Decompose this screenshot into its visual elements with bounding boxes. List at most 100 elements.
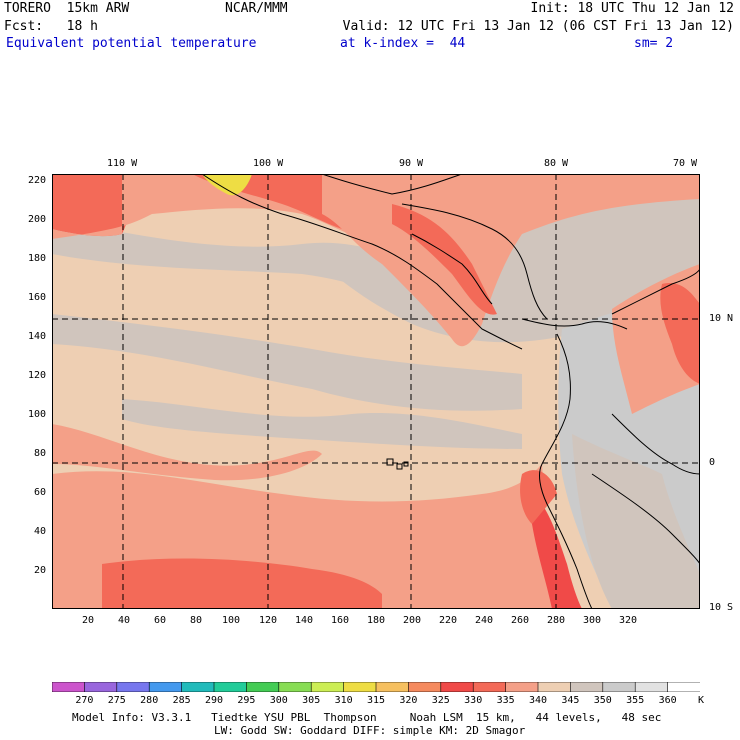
x-tick-20: 20 (81, 615, 95, 626)
x-tick-240: 240 (474, 615, 494, 626)
color-scale-label: 290 (204, 695, 224, 706)
hot-region-nw (52, 174, 130, 237)
x-tick-220: 220 (438, 615, 458, 626)
peru-coast-hot (532, 494, 582, 609)
y-tick-120: 120 (27, 370, 46, 381)
color-scale-swatch (537, 682, 572, 692)
x-tick-300: 300 (582, 615, 602, 626)
color-scale-label: 320 (399, 695, 418, 706)
y-tick-40: 40 (33, 526, 46, 537)
lon-label-100w: 100 W (253, 158, 284, 169)
model-info-line1: Model Info: V3.3.1 Tiedtke YSU PBL Thomp… (72, 711, 662, 724)
lat-label-eq: 0 (709, 457, 716, 468)
level-label: at k-index = 44 (340, 36, 466, 51)
field-name: Equivalent potential temperature (6, 36, 257, 51)
color-scale-swatch (213, 682, 248, 692)
panama-coastline (521, 318, 628, 330)
color-scale-swatch (116, 682, 151, 692)
grey-band-central (52, 314, 522, 411)
color-scale-label: 280 (140, 695, 159, 706)
color-scale-swatch (181, 682, 215, 692)
colombia-coastline (611, 268, 700, 315)
x-tick-140: 140 (294, 615, 314, 626)
plot-frame (52, 174, 700, 609)
central-america-hot (392, 204, 497, 315)
grey-band-east (312, 199, 700, 343)
y-tick-200: 200 (27, 214, 46, 225)
color-scale-swatch (310, 682, 345, 692)
model-info-line2: LW: Godd SW: Goddard DIFF: simple KM: 2D… (214, 724, 526, 737)
peru-border (591, 473, 700, 565)
lon-label-80w: 80 W (543, 158, 569, 169)
color-scale-label: 305 (302, 695, 321, 706)
y-tick-180: 180 (27, 253, 46, 264)
color-scale-swatch (408, 682, 442, 692)
color-scale-unit: K (698, 695, 705, 706)
color-scale-label: 340 (528, 695, 548, 706)
y-tick-60: 60 (33, 487, 46, 498)
smoothing-label: sm= 2 (634, 36, 674, 51)
color-scale-swatch (570, 682, 604, 692)
color-scale-swatch (52, 682, 86, 692)
hottest-patch (202, 174, 252, 196)
color-scale-label: 360 (658, 695, 677, 706)
x-tick-280: 280 (546, 615, 566, 626)
color-scale-swatch (278, 682, 313, 692)
y-tick-160: 160 (27, 292, 46, 303)
lon-label-110w: 110 W (107, 158, 138, 169)
color-scale-label: 335 (496, 695, 515, 706)
color-scale-label: 325 (431, 695, 450, 706)
color-scale-swatch (440, 682, 474, 692)
color-scale-label: 350 (593, 695, 612, 706)
color-scale-label: 275 (107, 695, 126, 706)
x-tick-160: 160 (330, 615, 350, 626)
grey-band-mid (122, 399, 522, 449)
color-scale-label: 310 (334, 695, 353, 706)
x-tick-200: 200 (402, 615, 422, 626)
lat-label-10s: 10 S (709, 602, 734, 613)
color-scale-swatch (375, 682, 410, 692)
valid-time: Valid: 12 UTC Fri 13 Jan 12 (06 CST Fri … (342, 19, 734, 34)
forecast-hour: Fcst: 18 h (4, 19, 98, 34)
x-tick-120: 120 (258, 615, 278, 626)
color-scale-swatch (84, 682, 118, 692)
color-scale-swatch (634, 682, 669, 692)
x-tick-60: 60 (153, 615, 167, 626)
x-tick-260: 260 (510, 615, 530, 626)
grey-band-north (52, 219, 522, 329)
color-scale-swatch (602, 682, 636, 692)
lon-label-90w: 90 W (398, 158, 424, 169)
color-scale-label: 355 (626, 695, 645, 706)
color-scale-swatch (246, 682, 280, 692)
init-time: Init: 18 UTC Thu 12 Jan 12 (530, 1, 735, 16)
ecuador-warm (520, 470, 557, 524)
x-tick-180: 180 (366, 615, 386, 626)
lat-label-10n: 10 N (709, 313, 734, 324)
x-tick-40: 40 (117, 615, 131, 626)
color-scale-swatch (343, 682, 377, 692)
x-tick-320: 320 (618, 615, 638, 626)
color-scale-label: 295 (237, 695, 256, 706)
color-scale-label: 345 (561, 695, 580, 706)
hot-strip-south (102, 558, 382, 609)
color-scale-swatch (472, 682, 507, 692)
coastlines (201, 174, 700, 609)
color-scale-swatch (505, 682, 539, 692)
color-scale-swatch (667, 682, 700, 692)
color-scale-label: 270 (75, 695, 94, 706)
color-scale-label: 315 (366, 695, 386, 706)
color-scale-bar (52, 682, 700, 692)
honduras-coastline (411, 233, 493, 305)
x-tick-80: 80 (189, 615, 203, 626)
organization: NCAR/MMM (225, 1, 288, 16)
x-tick-100: 100 (221, 615, 241, 626)
y-tick-100: 100 (27, 409, 46, 420)
colombia-hot (660, 283, 700, 384)
caribbean-coastline (401, 203, 548, 320)
ecuador-coastline (539, 333, 593, 609)
y-tick-140: 140 (27, 331, 46, 342)
andes-east-land (572, 434, 700, 609)
y-tick-80: 80 (33, 448, 46, 459)
color-scale-label: 330 (464, 695, 483, 706)
model-name: TORERO 15km ARW (4, 1, 130, 16)
